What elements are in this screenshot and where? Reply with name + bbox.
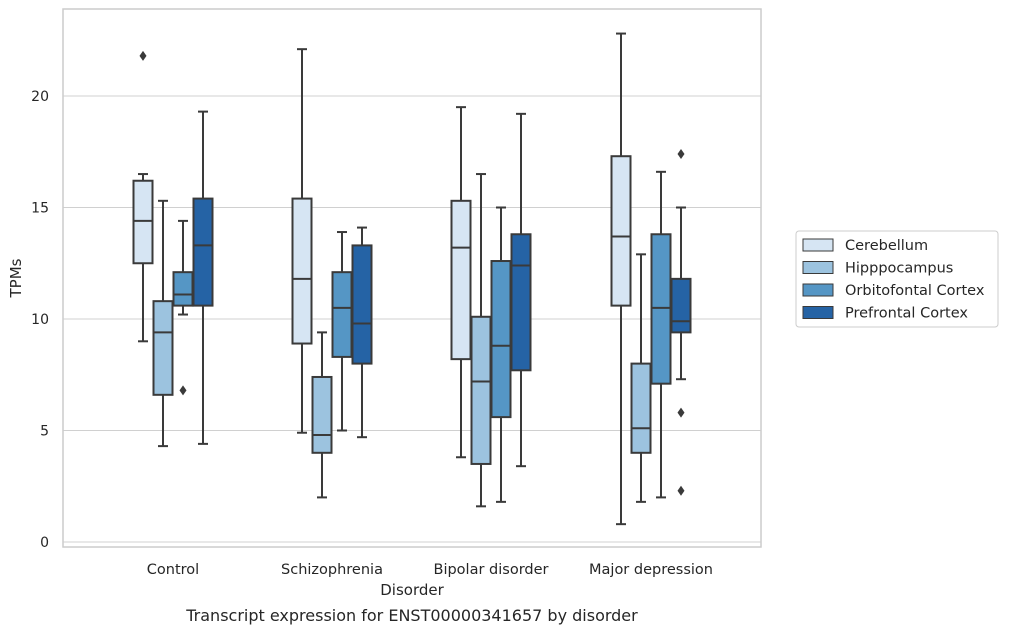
iqr-box xyxy=(192,197,214,307)
box-hipppocampus xyxy=(630,253,652,503)
box-orbitofontal-cortex xyxy=(331,231,353,432)
legend-label: Hipppocampus xyxy=(845,261,953,277)
iqr-box xyxy=(331,271,353,358)
x-tick-label: Schizophrenia xyxy=(281,562,383,578)
legend: Cerebellum Hipppocampus Orbitofontal Corte… xyxy=(795,230,999,328)
box-cerebellum xyxy=(132,50,154,343)
box-prefrontal-cortex xyxy=(510,112,532,468)
legend-frame xyxy=(795,230,999,328)
iqr-box xyxy=(470,315,492,465)
y-tick-label: 20 xyxy=(31,89,49,105)
x-tick-label: Bipolar disorder xyxy=(434,562,549,578)
legend-swatch xyxy=(802,306,834,319)
box-hipppocampus xyxy=(470,173,492,508)
legend-swatch xyxy=(802,283,834,297)
outlier-point xyxy=(179,385,187,396)
box-hipppocampus xyxy=(152,199,174,448)
iqr-box xyxy=(630,362,652,454)
iqr-box xyxy=(510,233,532,372)
x-tick-label: Major depression xyxy=(589,562,713,578)
legend-swatch xyxy=(802,261,834,274)
axes: Disorder TPMs 0 5 10 15 20 Control Schizophren… xyxy=(7,89,713,599)
box-orbitofontal-cortex xyxy=(650,170,672,499)
y-tick-label: 15 xyxy=(31,201,49,217)
iqr-box xyxy=(152,300,174,396)
iqr-box xyxy=(351,244,373,365)
outlier-point xyxy=(677,485,685,496)
outlier-point xyxy=(677,407,685,418)
box-orbitofontal-cortex xyxy=(490,206,512,503)
legend-label: Orbitofontal Cortex xyxy=(845,283,985,299)
chart-marks xyxy=(132,32,692,526)
iqr-box xyxy=(132,179,154,265)
iqr-box xyxy=(291,197,313,345)
iqr-box xyxy=(311,375,333,454)
legend-swatch xyxy=(802,238,834,252)
outlier-point xyxy=(139,50,147,61)
legend-label: Cerebellum xyxy=(845,238,928,254)
y-tick-label: 0 xyxy=(40,535,49,551)
iqr-box xyxy=(490,260,512,419)
box-hipppocampus xyxy=(311,331,333,499)
iqr-box xyxy=(610,155,632,307)
outlier-point xyxy=(677,148,685,159)
box-prefrontal-cortex xyxy=(192,110,214,445)
x-axis-label: Disorder xyxy=(380,581,444,599)
iqr-box xyxy=(650,233,672,385)
box-cerebellum xyxy=(291,48,313,434)
box-prefrontal-cortex xyxy=(351,226,373,439)
box-orbitofontal-cortex xyxy=(172,219,194,396)
x-tick-label: Control xyxy=(147,562,199,578)
legend-label: Prefrontal Cortex xyxy=(845,306,968,322)
chart-title: Transcript expression for ENST0000034165… xyxy=(186,606,638,625)
plot-frame xyxy=(62,8,762,548)
y-tick-label: 10 xyxy=(31,312,49,328)
iqr-box xyxy=(172,271,194,307)
box-prefrontal-cortex xyxy=(670,148,692,496)
iqr-box xyxy=(670,277,692,334)
y-axis-label: TPMs xyxy=(7,258,25,298)
iqr-box xyxy=(450,199,472,361)
box-cerebellum xyxy=(610,32,632,526)
box-cerebellum xyxy=(450,106,472,459)
y-tick-label: 5 xyxy=(40,424,49,440)
